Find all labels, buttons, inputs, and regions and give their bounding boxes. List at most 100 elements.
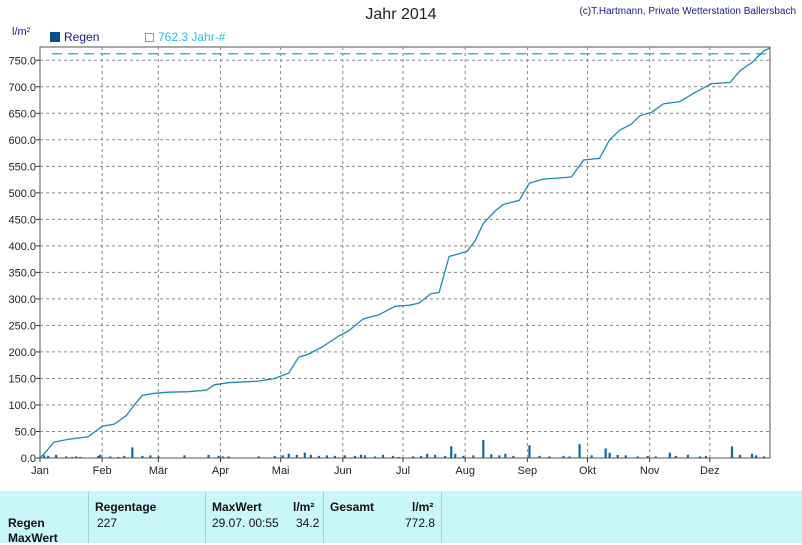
- y-tick-label: 200.0: [8, 347, 36, 359]
- daily-rain-bar: [71, 456, 74, 458]
- daily-rain-bar: [123, 455, 126, 458]
- table-divider: [441, 491, 442, 543]
- daily-rain-bar: [548, 456, 551, 458]
- daily-rain-bar: [698, 456, 702, 458]
- y-tick-label: 750.0: [8, 55, 36, 67]
- value-max-datetime: 29.07. 00:55: [212, 516, 279, 530]
- daily-rain-bar: [674, 455, 677, 458]
- daily-rain-bar: [646, 455, 649, 458]
- legend-swatch-reference: [145, 32, 154, 42]
- daily-rain-bar: [528, 445, 531, 458]
- daily-rain-bar: [434, 454, 437, 458]
- header-gesamt-unit: l/m²: [412, 500, 434, 514]
- header-maxwert: MaxWert: [212, 500, 262, 514]
- daily-rain-bar: [65, 456, 68, 458]
- daily-rain-bar: [227, 456, 230, 458]
- daily-rain-bar: [257, 456, 260, 458]
- daily-rain-bar: [512, 455, 515, 458]
- daily-rain-bar: [97, 455, 100, 458]
- daily-rain-bar: [562, 455, 565, 458]
- daily-rain-bar: [309, 454, 312, 458]
- x-tick-label: Mär: [149, 465, 168, 477]
- cumulative-rain-line: [39, 47, 771, 459]
- y-tick-label: 650.0: [8, 108, 36, 120]
- daily-rain-bar: [444, 455, 447, 458]
- credit-text: (c)T.Hartmann, Private Wetterstation Bal…: [579, 6, 796, 17]
- daily-rain-bar: [75, 456, 78, 458]
- x-tick-label: Mai: [272, 465, 290, 477]
- daily-rain-bar: [704, 455, 708, 458]
- daily-rain-bar: [462, 455, 465, 458]
- y-tick-label: 450.0: [8, 214, 36, 226]
- daily-rain-bar: [79, 456, 82, 458]
- daily-rain-bar: [568, 456, 571, 458]
- daily-rain-bar: [686, 454, 689, 458]
- legend-item-reference[interactable]: 762.3 Jahr-#: [145, 30, 225, 44]
- table-divider: [88, 491, 89, 543]
- daily-rain-bar: [738, 454, 742, 458]
- daily-rain-bar: [359, 454, 363, 458]
- table-divider: [205, 491, 206, 543]
- row-label-maxwert: MaxWert: [8, 531, 58, 545]
- x-tick-label: Sep: [518, 465, 538, 477]
- rain-chart: 0.0 50.0 100.0 150.0 200.0 250.0 300.0 350.0 400…: [8, 46, 771, 477]
- daily-rain-bar: [397, 456, 401, 458]
- daily-rain-bar: [754, 455, 758, 458]
- daily-rain-bar: [750, 453, 754, 458]
- daily-rain-bar: [668, 452, 671, 458]
- daily-rain-bar: [109, 456, 112, 458]
- daily-rain-bar: [730, 446, 734, 458]
- daily-rain-bar: [762, 456, 766, 458]
- daily-rain-bar: [420, 455, 423, 458]
- value-max: 34.2: [296, 516, 320, 530]
- daily-rain-bar: [207, 454, 210, 458]
- daily-rain-bar: [472, 455, 475, 458]
- legend-label-reference: 762.3 Jahr-#: [158, 30, 226, 44]
- stats-table: Regen MaxWert Regentage 227 MaxWert l/m²…: [0, 491, 802, 545]
- value-regentage: 227: [97, 516, 118, 530]
- daily-rain-bar: [412, 456, 415, 458]
- daily-rain-bar: [604, 448, 607, 458]
- daily-rain-bar: [157, 456, 160, 458]
- x-tick-label: Nov: [640, 465, 660, 477]
- daily-rain-bar: [281, 455, 284, 458]
- daily-rain-bar: [317, 455, 320, 458]
- daily-rain-bar: [55, 454, 58, 458]
- x-tick-label: Aug: [455, 465, 475, 477]
- y-tick-label: 400.0: [8, 241, 36, 253]
- x-tick-label: Jan: [31, 465, 49, 477]
- daily-rain-bar: [273, 455, 276, 458]
- y-tick-label: 150.0: [8, 373, 36, 385]
- y-axis-unit: l/m²: [12, 26, 31, 38]
- x-tick-label: Apr: [212, 465, 229, 477]
- legend-item-regen[interactable]: Regen: [50, 30, 99, 44]
- daily-rain-bar: [333, 455, 337, 458]
- header-regentage: Regentage: [95, 500, 157, 514]
- daily-rain-bar: [616, 454, 619, 458]
- y-tick-label: 100.0: [8, 400, 36, 412]
- daily-rain-bar: [287, 453, 290, 458]
- daily-rain-bar: [183, 455, 186, 458]
- daily-rain-bar: [636, 456, 639, 458]
- plot-area: [39, 46, 771, 459]
- daily-rain-bar: [217, 455, 220, 458]
- daily-rain-bar: [303, 452, 306, 458]
- header-maxwert-unit: l/m²: [293, 500, 315, 514]
- daily-rain-bar: [47, 455, 50, 458]
- daily-rain-bar: [490, 454, 493, 458]
- x-tick-label: Dez: [700, 465, 720, 477]
- x-tick-label: Feb: [93, 465, 112, 477]
- daily-rain-bar: [325, 455, 328, 458]
- daily-rain-bar: [131, 447, 134, 458]
- y-tick-label: 550.0: [8, 161, 36, 173]
- daily-rain-bar: [391, 455, 395, 458]
- chart-title: Jahr 2014: [365, 6, 437, 23]
- x-tick-label: Okt: [579, 465, 596, 477]
- daily-rain-bar: [590, 455, 593, 458]
- legend-swatch-regen: [50, 32, 60, 42]
- y-tick-label: 600.0: [8, 135, 36, 147]
- daily-rain-bar: [482, 439, 485, 458]
- daily-rain-bar: [99, 454, 102, 458]
- y-tick-label: 300.0: [8, 294, 36, 306]
- daily-rain-bar: [343, 455, 347, 458]
